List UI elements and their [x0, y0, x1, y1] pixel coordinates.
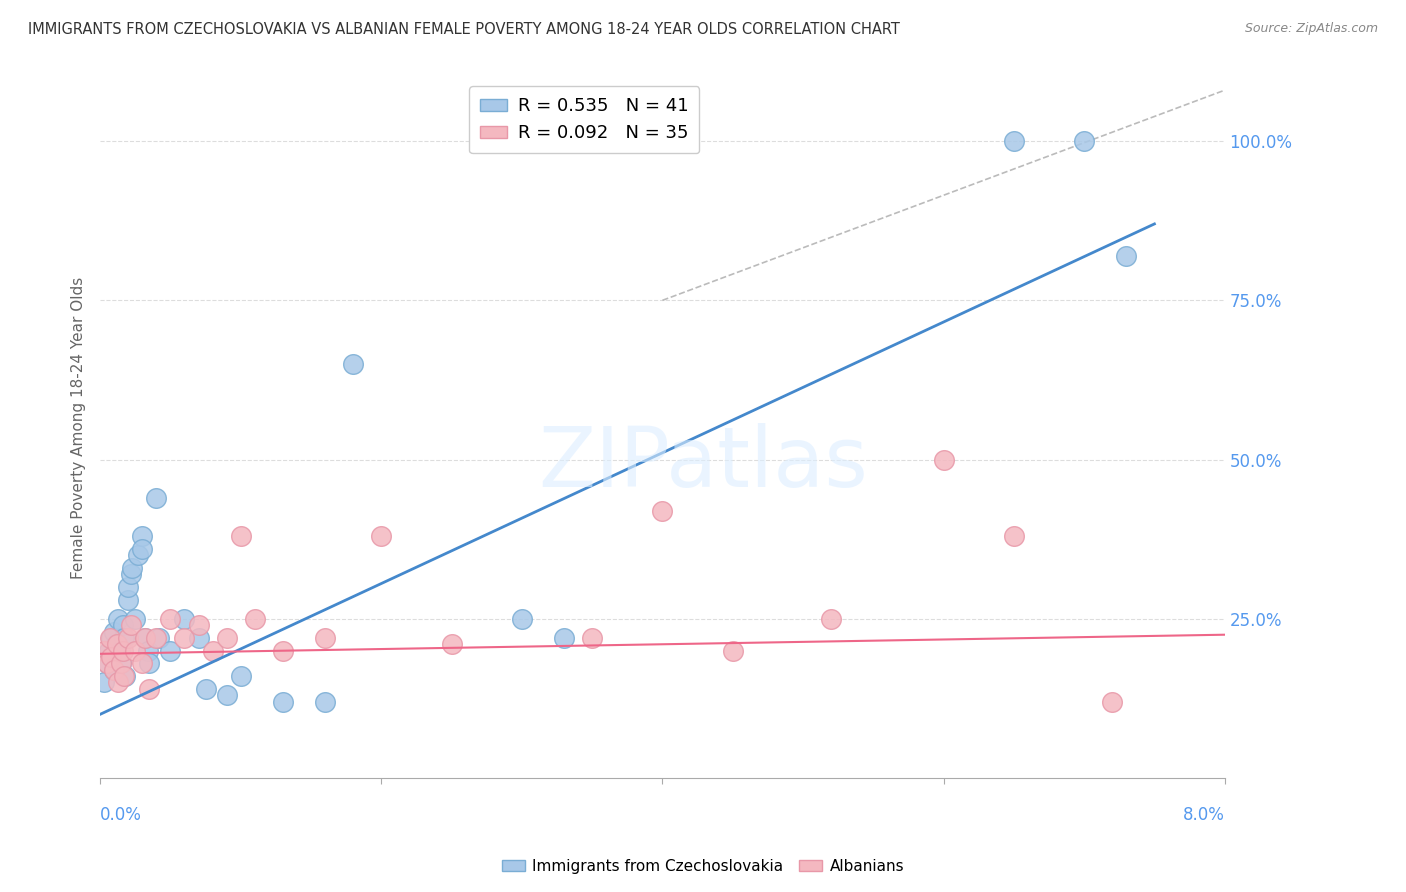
Point: [93, 643, 115, 657]
Point: [370, 529, 392, 543]
Point: [107, 675, 129, 690]
Text: ZIPatlas: ZIPatlas: [538, 424, 868, 504]
Point: [215, 631, 238, 645]
Point: [110, 657, 132, 671]
Point: [932, 452, 955, 467]
Point: [134, 631, 156, 645]
Point: [124, 612, 146, 626]
Text: 8.0%: 8.0%: [1182, 806, 1225, 824]
Point: [721, 643, 744, 657]
Point: [187, 618, 209, 632]
Point: [114, 669, 136, 683]
Point: [110, 657, 132, 671]
Point: [101, 650, 124, 665]
Point: [187, 631, 209, 645]
Point: [131, 529, 153, 543]
Legend: R = 0.535   N = 41, R = 0.092   N = 35: R = 0.535 N = 41, R = 0.092 N = 35: [470, 87, 699, 153]
Point: [138, 681, 160, 696]
Point: [581, 631, 603, 645]
Point: [117, 592, 139, 607]
Text: Source: ZipAtlas.com: Source: ZipAtlas.com: [1244, 22, 1378, 36]
Point: [159, 643, 181, 657]
Point: [117, 631, 139, 645]
Point: [120, 567, 142, 582]
Point: [553, 631, 575, 645]
Point: [159, 612, 181, 626]
Point: [117, 580, 139, 594]
Point: [651, 503, 673, 517]
Point: [134, 631, 156, 645]
Point: [100, 650, 122, 665]
Point: [112, 669, 135, 683]
Point: [820, 612, 842, 626]
Point: [96, 657, 118, 671]
Point: [98, 631, 121, 645]
Point: [1101, 695, 1123, 709]
Point: [314, 631, 336, 645]
Point: [124, 643, 146, 657]
Point: [1073, 134, 1095, 148]
Point: [173, 612, 195, 626]
Point: [127, 548, 149, 562]
Point: [145, 491, 167, 505]
Point: [243, 612, 266, 626]
Point: [510, 612, 533, 626]
Point: [136, 643, 159, 657]
Point: [105, 637, 128, 651]
Point: [314, 695, 336, 709]
Point: [1115, 249, 1137, 263]
Point: [138, 657, 160, 671]
Text: IMMIGRANTS FROM CZECHOSLOVAKIA VS ALBANIAN FEMALE POVERTY AMONG 18-24 YEAR OLDS : IMMIGRANTS FROM CZECHOSLOVAKIA VS ALBANI…: [28, 22, 900, 37]
Point: [271, 695, 294, 709]
Point: [111, 643, 134, 657]
Point: [201, 643, 224, 657]
Point: [148, 631, 170, 645]
Point: [1002, 529, 1025, 543]
Point: [342, 357, 364, 371]
Point: [93, 675, 115, 690]
Text: 0.0%: 0.0%: [100, 806, 142, 824]
Point: [111, 618, 134, 632]
Point: [440, 637, 463, 651]
Point: [1002, 134, 1025, 148]
Point: [121, 561, 143, 575]
Point: [112, 631, 135, 645]
Point: [107, 612, 129, 626]
Point: [103, 663, 125, 677]
Point: [105, 637, 128, 651]
Point: [215, 688, 238, 702]
Point: [96, 657, 118, 671]
Point: [271, 643, 294, 657]
Point: [100, 631, 122, 645]
Point: [120, 618, 142, 632]
Point: [229, 669, 252, 683]
Point: [131, 657, 153, 671]
Point: [229, 529, 252, 543]
Point: [194, 681, 217, 696]
Point: [103, 663, 125, 677]
Legend: Immigrants from Czechoslovakia, Albanians: Immigrants from Czechoslovakia, Albanian…: [496, 853, 910, 880]
Point: [145, 631, 167, 645]
Y-axis label: Female Poverty Among 18-24 Year Olds: Female Poverty Among 18-24 Year Olds: [72, 277, 86, 579]
Point: [108, 643, 131, 657]
Point: [173, 631, 195, 645]
Point: [97, 643, 120, 657]
Point: [131, 541, 153, 556]
Point: [103, 624, 125, 639]
